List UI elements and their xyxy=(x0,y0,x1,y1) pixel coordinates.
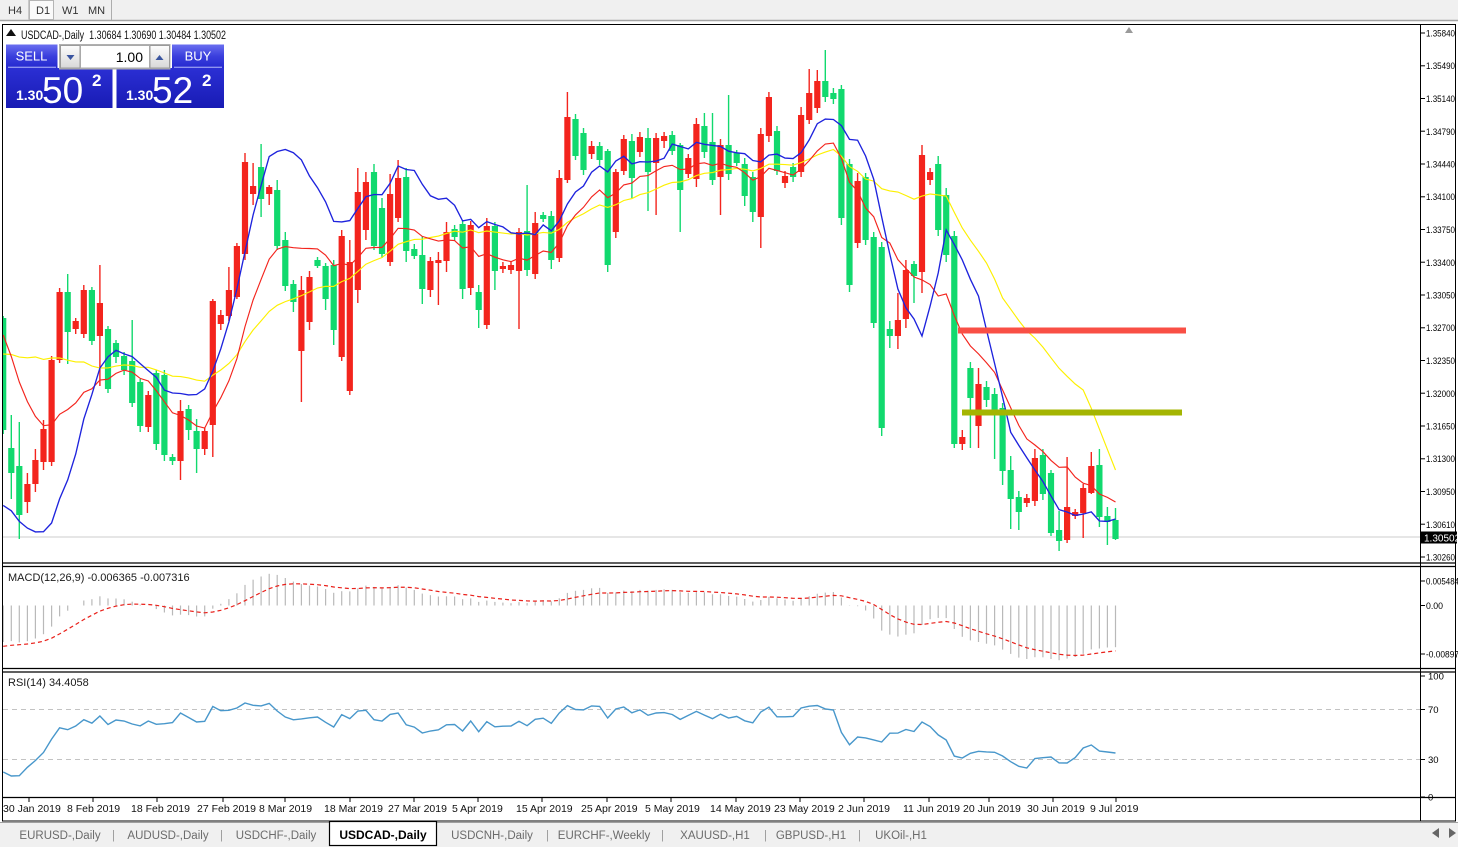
svg-text:RSI(14) 34.4058: RSI(14) 34.4058 xyxy=(8,677,89,689)
svg-text:SELL: SELL xyxy=(16,49,48,64)
svg-text:0.00: 0.00 xyxy=(1426,601,1443,612)
svg-text:|: | xyxy=(546,830,549,842)
svg-text:20 Jun 2019: 20 Jun 2019 xyxy=(963,803,1021,815)
svg-text:1.34440: 1.34440 xyxy=(1426,160,1455,171)
svg-text:1.33400: 1.33400 xyxy=(1426,258,1455,269)
svg-text:30 Jun 2019: 30 Jun 2019 xyxy=(1027,803,1085,815)
svg-text:1.35140: 1.35140 xyxy=(1426,94,1455,105)
svg-text:1.33050: 1.33050 xyxy=(1426,291,1455,302)
svg-text:52: 52 xyxy=(152,70,193,111)
svg-text:1.34790: 1.34790 xyxy=(1426,127,1455,138)
svg-text:-0.00897: -0.00897 xyxy=(1426,650,1458,661)
svg-text:|: | xyxy=(661,830,664,842)
svg-text:USDCAD-,Daily: USDCAD-,Daily xyxy=(339,828,427,842)
svg-text:1.30610: 1.30610 xyxy=(1426,520,1455,531)
svg-text:1.32000: 1.32000 xyxy=(1426,389,1455,400)
svg-text:1.34100: 1.34100 xyxy=(1426,192,1455,203)
svg-text:1.31300: 1.31300 xyxy=(1426,454,1455,465)
svg-text:50: 50 xyxy=(42,70,83,111)
svg-text:8 Mar 2019: 8 Mar 2019 xyxy=(259,803,312,815)
svg-text:1.32700: 1.32700 xyxy=(1426,323,1455,334)
svg-text:8 Feb 2019: 8 Feb 2019 xyxy=(67,803,120,815)
svg-text:18 Mar 2019: 18 Mar 2019 xyxy=(324,803,383,815)
svg-text:70: 70 xyxy=(1428,705,1439,716)
svg-text:D1: D1 xyxy=(36,5,50,17)
svg-text:1.30: 1.30 xyxy=(16,87,43,103)
svg-text:USDCAD-,Daily 1.30684 1.30690: USDCAD-,Daily 1.30684 1.30690 1.30484 1.… xyxy=(21,30,226,42)
svg-text:USDCNH-,Daily: USDCNH-,Daily xyxy=(451,830,533,842)
svg-text:1.30502: 1.30502 xyxy=(1424,534,1458,545)
svg-text:5 Apr 2019: 5 Apr 2019 xyxy=(452,803,503,815)
svg-text:H4: H4 xyxy=(8,5,22,17)
svg-text:W1: W1 xyxy=(62,5,79,17)
svg-text:27 Feb 2019: 27 Feb 2019 xyxy=(197,803,256,815)
svg-text:EURUSD-,Daily: EURUSD-,Daily xyxy=(19,830,100,842)
svg-text:0.005484: 0.005484 xyxy=(1426,577,1458,588)
svg-text:25 Apr 2019: 25 Apr 2019 xyxy=(581,803,638,815)
svg-text:|: | xyxy=(858,830,861,842)
svg-text:5 May 2019: 5 May 2019 xyxy=(645,803,700,815)
svg-text:18 Feb 2019: 18 Feb 2019 xyxy=(131,803,190,815)
svg-text:AUDUSD-,Daily: AUDUSD-,Daily xyxy=(127,830,208,842)
svg-text:UKOil-,H1: UKOil-,H1 xyxy=(875,830,927,842)
svg-text:|: | xyxy=(764,830,767,842)
svg-text:2: 2 xyxy=(202,71,211,90)
svg-text:0: 0 xyxy=(1428,793,1433,804)
svg-text:1.30: 1.30 xyxy=(126,87,153,103)
svg-text:MN: MN xyxy=(88,5,105,17)
svg-text:30 Jan 2019: 30 Jan 2019 xyxy=(3,803,61,815)
svg-text:1.33750: 1.33750 xyxy=(1426,225,1455,236)
svg-text:GBPUSD-,H1: GBPUSD-,H1 xyxy=(776,830,846,842)
svg-text:1.30260: 1.30260 xyxy=(1426,553,1455,564)
svg-text:EURCHF-,Weekly: EURCHF-,Weekly xyxy=(558,830,651,842)
svg-text:100: 100 xyxy=(1428,672,1444,683)
svg-text:1.35840: 1.35840 xyxy=(1426,29,1455,40)
svg-text:30: 30 xyxy=(1428,755,1439,766)
svg-text:MACD(12,26,9) -0.006365 -0.007: MACD(12,26,9) -0.006365 -0.007316 xyxy=(8,572,190,584)
svg-text:2 Jun 2019: 2 Jun 2019 xyxy=(838,803,890,815)
svg-text:|: | xyxy=(112,830,115,842)
svg-text:XAUUSD-,H1: XAUUSD-,H1 xyxy=(680,830,750,842)
svg-text:14 May 2019: 14 May 2019 xyxy=(710,803,771,815)
svg-text:23 May 2019: 23 May 2019 xyxy=(774,803,835,815)
svg-text:1.35490: 1.35490 xyxy=(1426,61,1455,72)
svg-text:11 Jun 2019: 11 Jun 2019 xyxy=(903,803,960,815)
svg-text:2: 2 xyxy=(92,71,101,90)
svg-text:1.00: 1.00 xyxy=(116,49,143,65)
svg-text:15 Apr 2019: 15 Apr 2019 xyxy=(516,803,573,815)
svg-text:1.30950: 1.30950 xyxy=(1426,487,1455,498)
svg-text:1.31650: 1.31650 xyxy=(1426,422,1455,433)
svg-text:BUY: BUY xyxy=(185,49,212,64)
svg-text:9 Jul 2019: 9 Jul 2019 xyxy=(1090,803,1139,815)
svg-text:27 Mar 2019: 27 Mar 2019 xyxy=(388,803,447,815)
svg-text:|: | xyxy=(220,830,223,842)
svg-text:USDCHF-,Daily: USDCHF-,Daily xyxy=(236,830,317,842)
svg-text:1.32350: 1.32350 xyxy=(1426,356,1455,367)
